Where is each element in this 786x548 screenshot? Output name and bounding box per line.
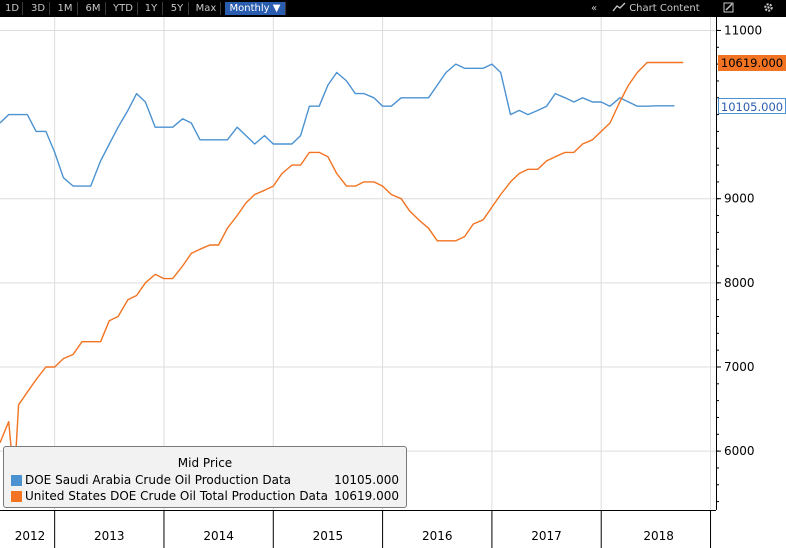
y-tick-label: 9000 <box>724 192 755 206</box>
range-6m-button[interactable]: 6M <box>81 2 106 15</box>
x-tick-label: 2017 <box>531 529 562 543</box>
y-tick-label: 7000 <box>724 360 755 374</box>
legend-name-us: United States DOE Crude Oil Total Produc… <box>25 489 328 503</box>
chart-toolbar: 1D 3D 1M 6M YTD 1Y 5Y Max Monthly ▼ « Ch… <box>0 0 786 17</box>
collapse-button[interactable]: « <box>590 3 598 14</box>
x-tick-label: 2018 <box>643 529 674 543</box>
range-1m-button[interactable]: 1M <box>53 2 78 15</box>
settings-button[interactable] <box>760 2 776 15</box>
x-tick-label: 2016 <box>422 529 453 543</box>
frequency-dropdown[interactable]: Monthly ▼ <box>225 2 286 15</box>
last-value-tag-saudi: 10105.000 <box>718 97 786 114</box>
chart-icon <box>612 2 626 12</box>
x-axis-panel <box>0 510 786 548</box>
range-3d-button[interactable]: 3D <box>27 2 50 15</box>
range-5y-button[interactable]: 5Y <box>166 2 189 15</box>
y-tick-label: 11000 <box>724 23 762 37</box>
legend-item-us[interactable]: United States DOE Crude Oil Total Produc… <box>11 488 399 504</box>
legend-swatch-saudi <box>11 475 22 486</box>
legend-value-us: 10619.000 <box>334 489 399 503</box>
legend-value-saudi: 10105.000 <box>334 473 399 487</box>
edit-button[interactable] <box>720 2 736 15</box>
legend-title: Mid Price <box>177 456 233 470</box>
y-tick-label: 6000 <box>724 444 755 458</box>
range-1y-button[interactable]: 1Y <box>140 2 163 15</box>
y-axis: 11000 9000 8000 7000 6000 <box>716 17 786 510</box>
legend-swatch-us <box>11 491 22 502</box>
range-max-button[interactable]: Max <box>192 2 221 15</box>
saudi-series-line <box>0 63 675 187</box>
frequency-label: Monthly <box>229 3 270 14</box>
series-layer <box>0 61 684 482</box>
x-tick-label: 2015 <box>313 529 344 543</box>
grid-layer <box>0 17 716 510</box>
legend-item-saudi[interactable]: DOE Saudi Arabia Crude Oil Production Da… <box>11 472 399 488</box>
range-1d-button[interactable]: 1D <box>2 2 23 15</box>
chevron-down-icon: ▼ <box>272 3 281 14</box>
x-tick-label: 2014 <box>203 529 234 543</box>
gear-icon <box>763 3 773 12</box>
x-tick-label: 2012 <box>15 529 46 543</box>
range-ytd-button[interactable]: YTD <box>109 2 138 15</box>
y-tick-label: 8000 <box>724 276 755 290</box>
legend-name-saudi: DOE Saudi Arabia Crude Oil Production Da… <box>25 473 292 487</box>
edit-icon <box>723 2 733 13</box>
legend: Mid Price DOE Saudi Arabia Crude Oil Pro… <box>3 446 407 508</box>
us-series-line <box>0 61 684 482</box>
x-axis: 2012 2013 2014 2015 2016 2017 2018 <box>0 510 786 548</box>
chart-content-label: Chart Content <box>629 3 700 14</box>
x-tick-label: 2013 <box>94 529 125 543</box>
chart-content-button[interactable]: Chart Content <box>612 2 704 15</box>
last-value-tag-us: 10619.000 <box>718 54 786 71</box>
y-axis-panel <box>716 17 786 510</box>
